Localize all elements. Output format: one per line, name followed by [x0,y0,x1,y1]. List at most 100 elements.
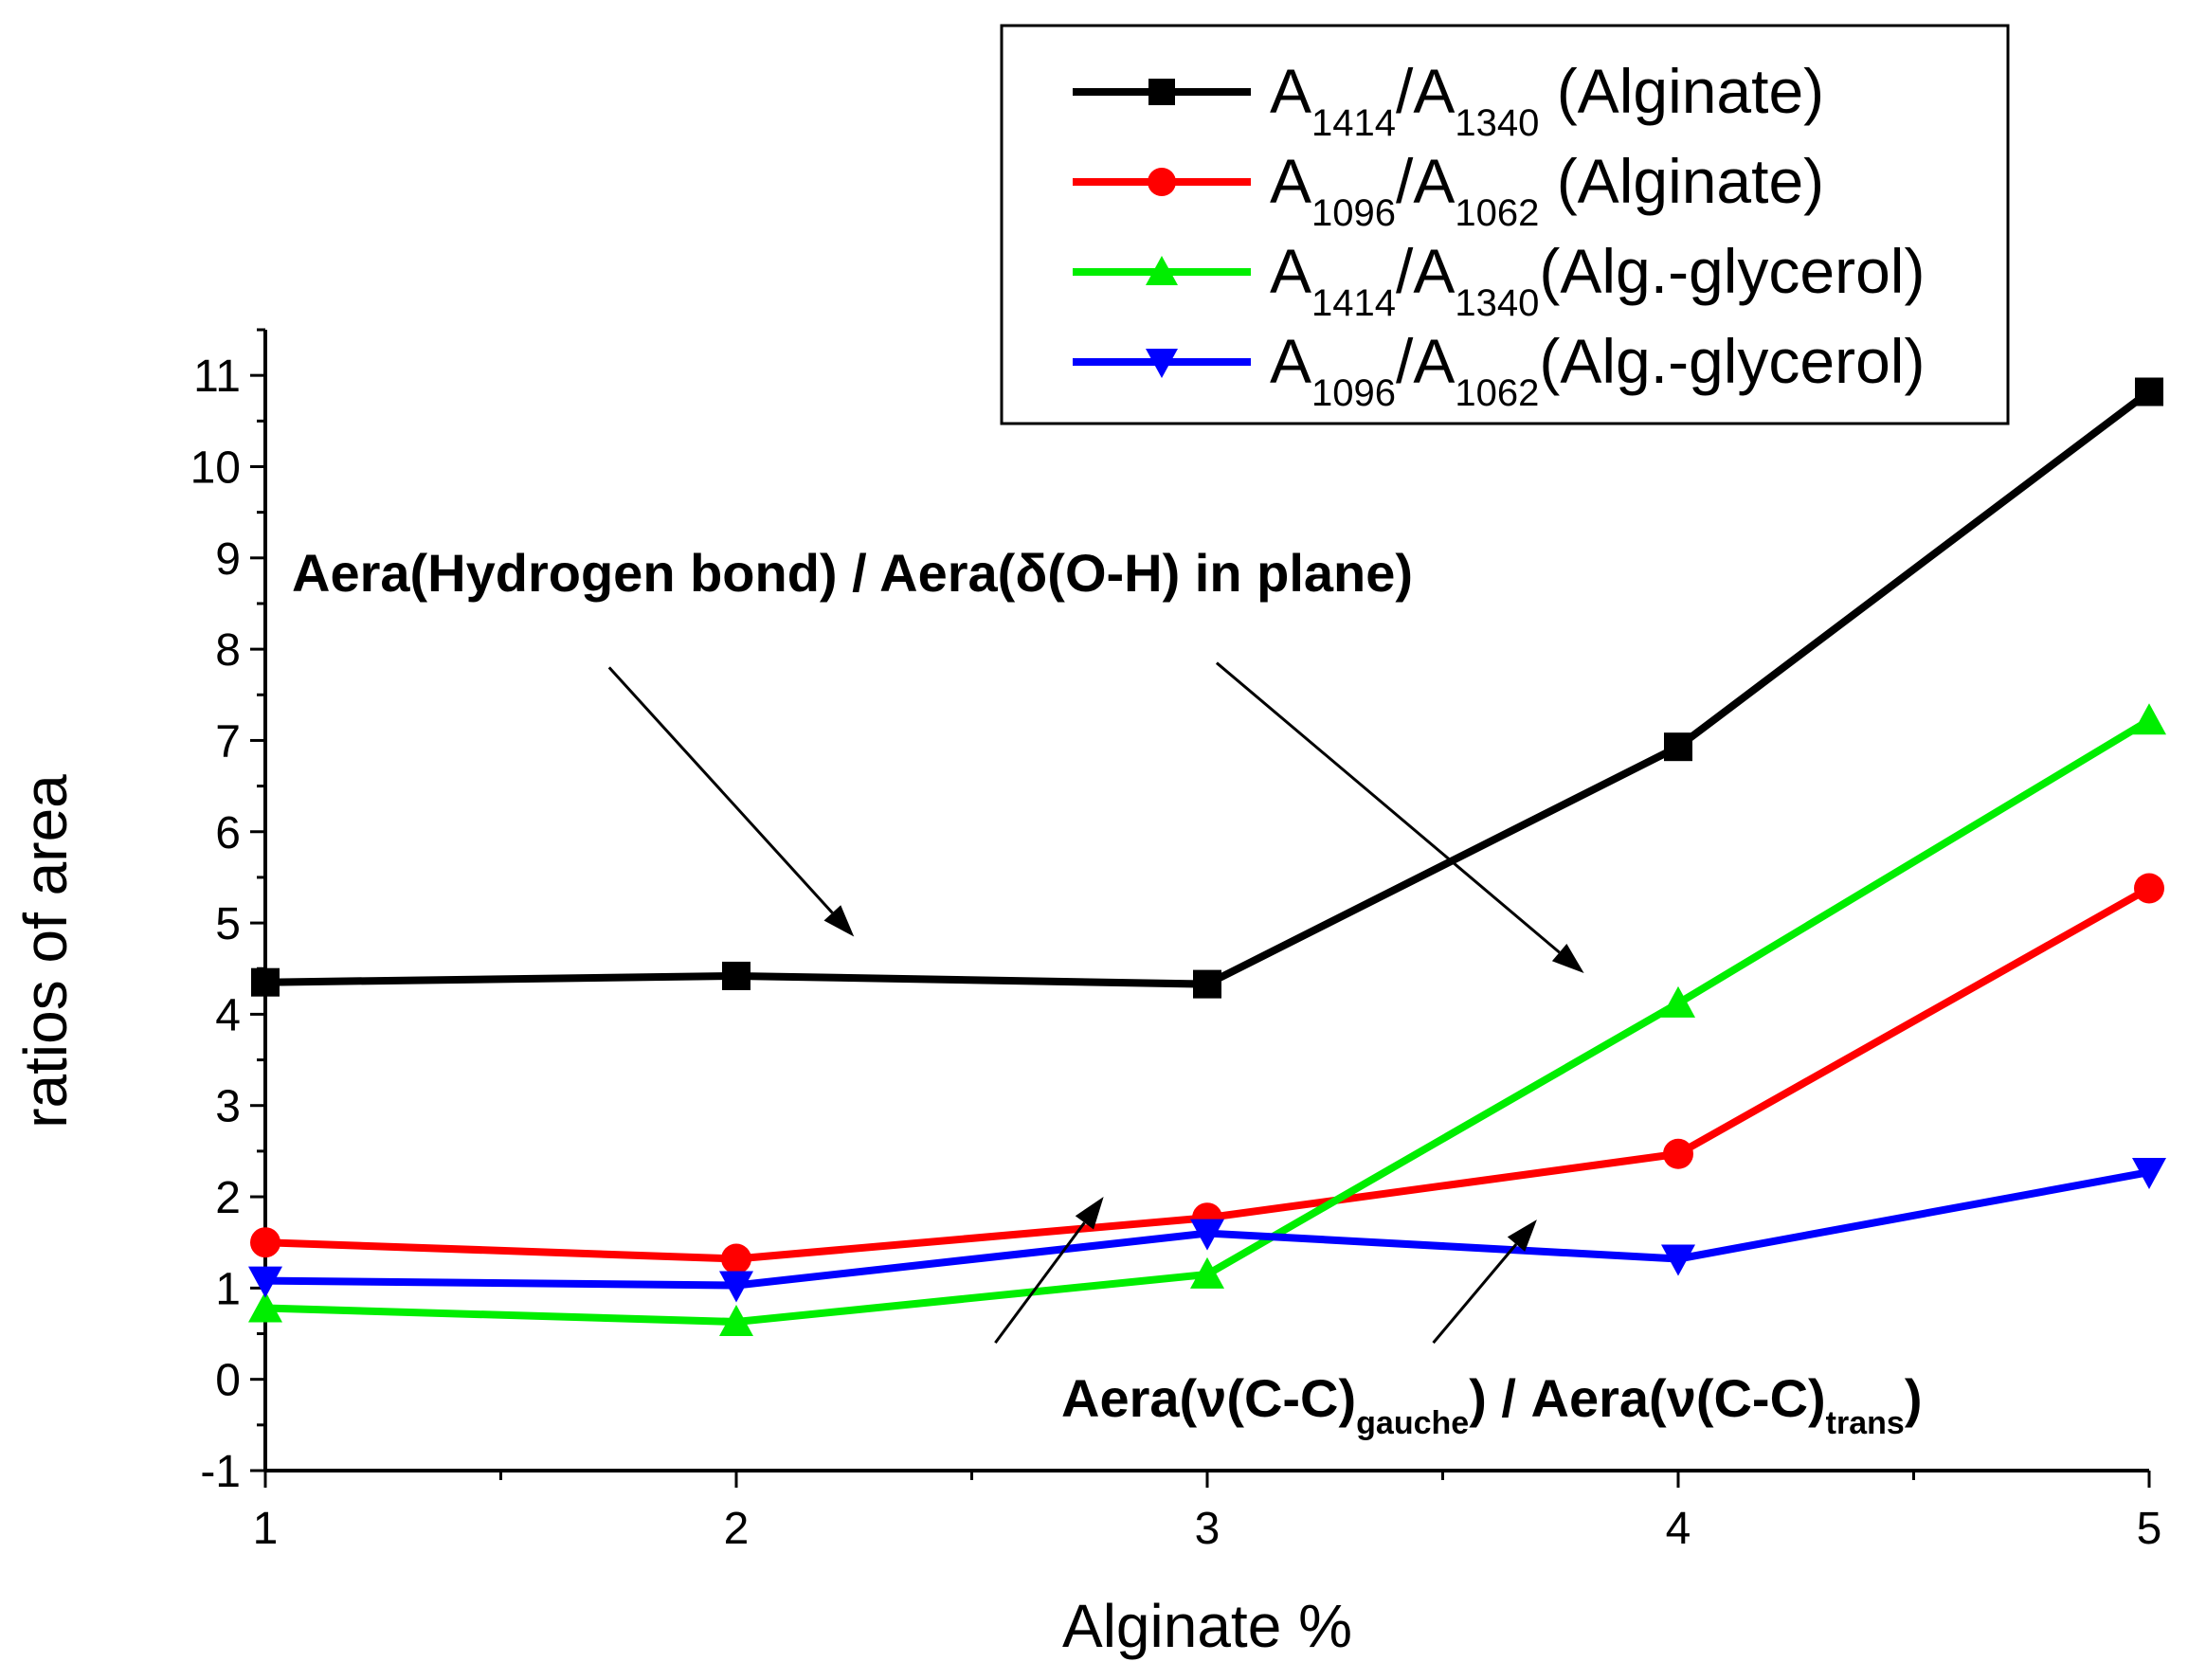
legend-swatch-marker [1148,168,1176,196]
legend-label-part: (Alg.-glycerol) [1539,326,1925,396]
data-point [248,1291,282,1323]
data-point [1663,1138,1693,1169]
y-tick-label: 10 [190,443,241,493]
y-tick-label: 11 [193,352,241,402]
annotation-arrow [1215,661,1584,974]
data-point [722,961,750,990]
cc-annotation-part: ) / Aera(ν(C-C) [1469,1368,1825,1428]
x-tick-label: 1 [253,1504,279,1554]
cc-annotation-sub-gauche: gauche [1356,1405,1469,1441]
legend-swatch-marker [1148,79,1175,105]
series-layer [248,377,2166,1336]
legend-label-subscript: 1062 [1455,372,1539,414]
annotation-arrow [607,666,855,937]
y-tick-label: 9 [215,534,241,585]
y-tick-label: 0 [215,1356,241,1406]
legend-swatch-marker [1146,256,1178,285]
series-3 [248,703,2166,1336]
legend-label-part: A [1270,236,1311,306]
data-point [2132,703,2166,735]
y-tick-label: 1 [215,1264,241,1314]
cc-annotation-part: ) [1905,1368,1923,1428]
legend-label-subscript: 1096 [1311,372,1396,414]
arrow-head [1507,1219,1537,1252]
data-point [1193,969,1221,999]
hbond-annotation: Aera(Hydrogen bond) / Aera(δ(O-H) in pla… [292,543,1413,603]
legend-item: A1096/A1062 (Alginate) [1073,146,1824,234]
y-tick-label: 2 [215,1173,241,1223]
legend-label-part: A [1270,146,1311,216]
legend-label-part: /A [1396,146,1455,216]
y-tick-label: 8 [215,625,241,676]
arrow-shaft [1215,661,1561,954]
x-tick-label: 4 [1666,1504,1691,1554]
series-4 [248,1158,2166,1303]
data-point [2135,377,2163,406]
legend-item: A1414/A1340(Alg.-glycerol) [1073,236,1925,324]
legend-item: A1414/A1340 (Alginate) [1073,56,1824,144]
y-tick-label: 5 [215,899,241,949]
annotation-arrow [994,1197,1104,1345]
legend-item: A1096/A1062(Alg.-glycerol) [1073,326,1925,414]
x-tick-label: 5 [2137,1504,2162,1554]
arrow-shaft [994,1221,1086,1345]
data-point [251,967,280,997]
legend-label-subscript: 1414 [1311,282,1396,324]
legend: A1414/A1340 (Alginate)A1096/A1062 (Algin… [1000,24,2010,425]
legend-label-part: (Alginate) [1539,56,1824,126]
y-tick-label: 7 [215,716,241,767]
arrow-head [823,905,855,937]
data-point [721,1243,751,1274]
annotation-arrow [1432,1219,1537,1345]
legend-label: A1096/A1062(Alg.-glycerol) [1270,326,1925,414]
cc-annotation-part: Aera(ν(C-C) [1061,1368,1356,1428]
data-point [719,1304,753,1336]
legend-label: A1414/A1340(Alg.-glycerol) [1270,236,1925,324]
y-tick-label: 4 [215,990,241,1040]
y-axis-title: ratios of area [11,774,80,1129]
data-point [248,1266,282,1298]
legend-swatch-marker [1146,349,1178,378]
cc-annotation-sub-trans: trans [1826,1405,1905,1441]
legend-label-subscript: 1414 [1311,102,1396,144]
legend-label-subscript: 1340 [1455,102,1539,144]
data-point [2132,1158,2166,1190]
data-point [719,1271,753,1303]
series-1 [251,377,2163,999]
legend-label-part: A [1270,326,1311,396]
arrow-head [1551,943,1584,974]
arrow-shaft [607,666,834,914]
legend-label-part: (Alginate) [1539,146,1824,216]
legend-label-part: /A [1396,326,1455,396]
data-point [1190,1256,1224,1289]
legend-label-part: /A [1396,236,1455,306]
data-point [1664,732,1692,762]
legend-label: A1414/A1340 (Alginate) [1270,56,1824,144]
data-point [2134,873,2164,904]
series-2 [250,873,2164,1274]
x-tick-label: 3 [1195,1504,1221,1554]
y-tick-label: 6 [215,808,241,858]
x-tick-label: 2 [724,1504,750,1554]
y-tick-label: -1 [200,1447,241,1497]
data-point [1661,1244,1695,1276]
legend-label-subscript: 1096 [1311,192,1396,234]
arrow-shaft [1432,1243,1518,1345]
legend-label: A1096/A1062 (Alginate) [1270,146,1824,234]
annotations: Aera(Hydrogen bond) / Aera(δ(O-H) in pla… [292,543,1922,1441]
legend-label-subscript: 1340 [1455,282,1539,324]
data-point [250,1227,280,1258]
legend-label-part: A [1270,56,1311,126]
arrow-head [1075,1197,1104,1230]
data-point [1190,1219,1224,1251]
series-line [264,388,2152,988]
cc-annotation: Aera(ν(C-C)gauche) / Aera(ν(C-C)trans) [1061,1368,1922,1441]
data-point [1661,985,1695,1018]
legend-label-part: /A [1396,56,1455,126]
legend-label-part: (Alg.-glycerol) [1539,236,1925,306]
y-tick-label: 3 [215,1082,241,1132]
x-axis-title: Alginate % [1062,1592,1352,1660]
